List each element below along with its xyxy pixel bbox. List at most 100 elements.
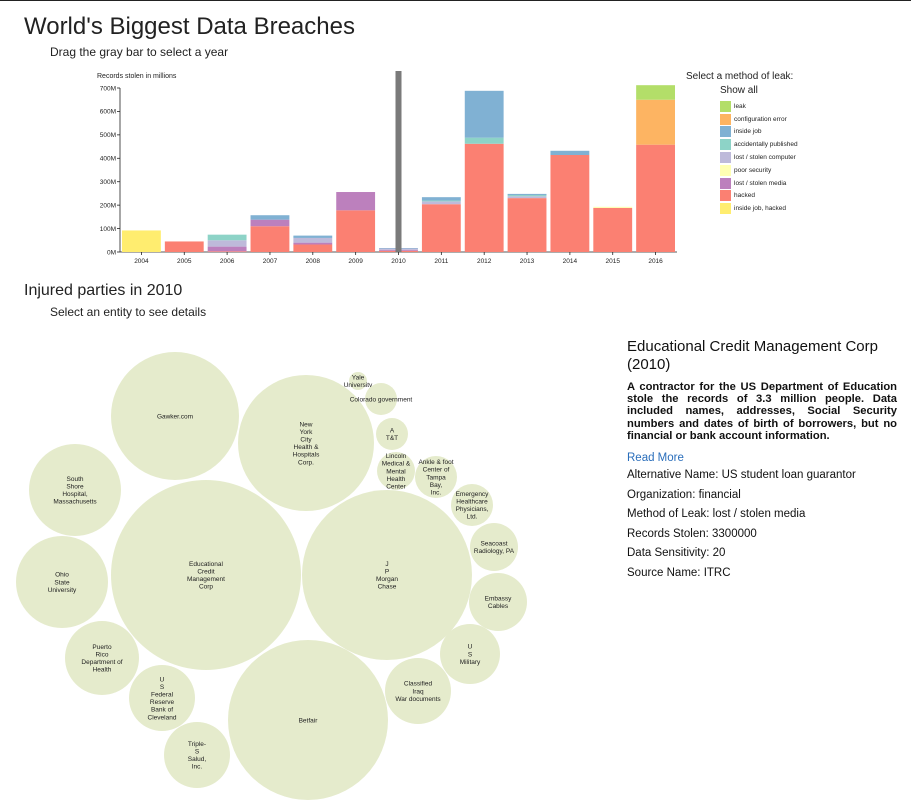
bubble-label: Shore <box>66 484 84 491</box>
bubble-circle[interactable] <box>451 484 493 526</box>
bar-segment[interactable] <box>421 197 461 201</box>
bar-segment[interactable] <box>250 215 290 220</box>
x-tick: 2006 <box>220 252 235 265</box>
bubble-circle[interactable] <box>469 573 527 631</box>
bubble-circle[interactable] <box>65 621 139 695</box>
x-tick: 2005 <box>177 252 192 265</box>
legend-item[interactable]: accidentally published <box>720 138 886 151</box>
legend-show-all[interactable]: Show all <box>720 85 758 96</box>
y-tick-label: 0M <box>107 249 116 256</box>
bar-segment[interactable] <box>207 251 247 252</box>
entity-bubble[interactable]: Colorado government <box>350 383 413 415</box>
bubble-circle[interactable] <box>365 383 397 415</box>
bubble-circle[interactable] <box>470 523 518 571</box>
breach-bar-chart[interactable]: Records stolen in millions 0M 100M 200M 300M… <box>0 61 680 276</box>
bubble-circle[interactable] <box>415 456 457 498</box>
bubble-circle[interactable] <box>228 640 388 800</box>
read-more-link[interactable]: Read More <box>627 452 684 465</box>
bubble-circle[interactable] <box>302 490 472 660</box>
bubble-circle[interactable] <box>376 418 408 450</box>
bar-segment[interactable] <box>164 241 204 252</box>
bar-segment[interactable] <box>207 246 247 252</box>
bar-segment[interactable] <box>464 137 504 144</box>
bar-segment[interactable] <box>421 201 461 205</box>
bar-segment[interactable] <box>507 195 547 197</box>
bubble-circle[interactable] <box>129 665 195 731</box>
x-tick-label: 2016 <box>648 258 663 265</box>
x-tick-label: 2006 <box>220 258 235 265</box>
bar-segment[interactable] <box>593 206 633 208</box>
year-selector-handle[interactable] <box>395 71 402 252</box>
bubble-circle[interactable] <box>111 352 239 480</box>
bar-segment[interactable] <box>336 192 376 211</box>
bar-segment[interactable] <box>636 85 675 100</box>
bubble-label: Bank of <box>151 707 173 714</box>
legend-item[interactable]: lost / stolen computer <box>720 151 886 164</box>
x-tick-label: 2014 <box>563 258 578 265</box>
legend-item[interactable]: configuration error <box>720 113 886 126</box>
bubble-circle[interactable] <box>238 375 374 511</box>
bar-segment[interactable] <box>293 235 333 238</box>
bar-segment[interactable] <box>507 196 547 199</box>
bubble-circle[interactable] <box>385 658 451 724</box>
bubble-circle[interactable] <box>111 480 301 670</box>
legend-item[interactable]: lost / stolen media <box>720 177 886 190</box>
legend-item[interactable]: hacked <box>720 190 886 203</box>
bubble-circle[interactable] <box>29 444 121 536</box>
legend-item[interactable]: inside job <box>720 126 886 139</box>
bar-segment[interactable] <box>636 99 675 145</box>
bar-segment[interactable] <box>464 143 504 252</box>
bar-segment[interactable] <box>293 242 333 245</box>
bar-segment[interactable] <box>207 240 247 247</box>
bubble-circle[interactable] <box>16 536 108 628</box>
details-method: Method of Leak: lost / stolen media <box>627 508 806 521</box>
bubble-circle[interactable] <box>349 372 367 390</box>
bubble-label: Health <box>387 476 406 483</box>
bar-segment[interactable] <box>507 198 547 252</box>
bubble-label: P <box>385 569 389 576</box>
bubble-label: Physicians, <box>456 506 489 513</box>
bar-segment[interactable] <box>122 230 161 252</box>
legend-item[interactable]: inside job, hacked <box>720 202 886 215</box>
entity-bubble[interactable]: AT&T <box>376 418 408 450</box>
bar-segment[interactable] <box>293 237 333 243</box>
entity-bubble[interactable]: Betfair <box>228 640 388 800</box>
bar-segment[interactable] <box>550 150 590 156</box>
bar-segment[interactable] <box>550 155 590 252</box>
bar-segment[interactable] <box>636 144 675 252</box>
bar-segment[interactable] <box>593 207 633 252</box>
bar-segment[interactable] <box>421 204 461 252</box>
bar-segment[interactable] <box>293 244 333 252</box>
bar-segment[interactable] <box>464 90 504 138</box>
legend-item[interactable]: poor security <box>720 164 886 177</box>
entity-bubble[interactable]: Gawker.com <box>111 352 239 480</box>
bar-segment[interactable] <box>250 226 290 252</box>
bubble-circle[interactable] <box>377 452 415 490</box>
bar-segment[interactable] <box>336 210 376 252</box>
bubble-label: Massachusetts <box>53 499 97 506</box>
legend-item[interactable]: leak <box>720 100 886 113</box>
bar-segment[interactable] <box>507 193 547 196</box>
bar-segment[interactable] <box>250 219 290 227</box>
bar-segment[interactable] <box>421 200 461 202</box>
bar-segment[interactable] <box>207 234 247 241</box>
bubble-circle[interactable] <box>440 624 500 684</box>
bubble-circle[interactable] <box>164 722 230 788</box>
